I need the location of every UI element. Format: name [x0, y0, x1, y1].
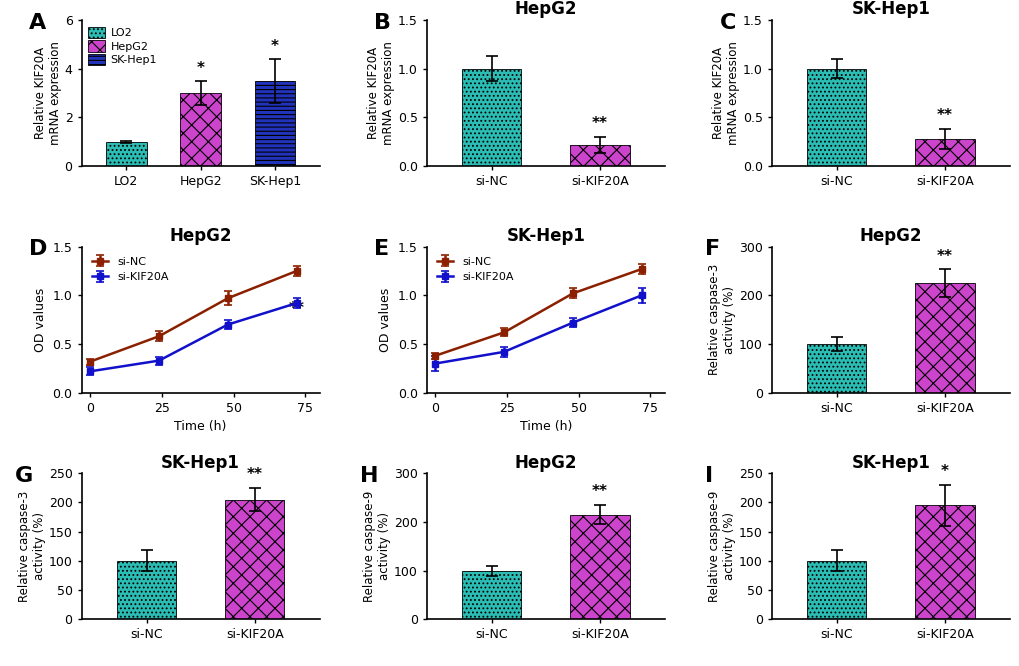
Y-axis label: Relative caspase-3
activity (%): Relative caspase-3 activity (%) [18, 491, 46, 602]
Y-axis label: OD values: OD values [379, 288, 391, 352]
Y-axis label: OD values: OD values [34, 288, 47, 352]
Title: SK-Hep1: SK-Hep1 [505, 227, 585, 245]
Title: SK-Hep1: SK-Hep1 [161, 454, 239, 472]
Text: **: ** [936, 109, 952, 123]
Text: D: D [30, 239, 48, 259]
Text: H: H [360, 466, 378, 486]
Y-axis label: Relative KIF20A
mRNA expression: Relative KIF20A mRNA expression [367, 41, 394, 145]
Text: B: B [374, 13, 391, 33]
Text: G: G [15, 466, 34, 486]
Y-axis label: Relative KIF20A
mRNA expression: Relative KIF20A mRNA expression [711, 41, 739, 145]
Text: **: ** [591, 484, 607, 499]
Legend: si-NC, si-KIF20A: si-NC, si-KIF20A [87, 252, 173, 286]
Bar [806, 561, 865, 619]
Text: C: C [718, 13, 735, 33]
Bar [116, 561, 176, 619]
Text: A: A [30, 13, 47, 33]
Title: HepG2: HepG2 [169, 227, 231, 245]
Bar [462, 571, 521, 619]
Title: SK-Hep1: SK-Hep1 [851, 454, 929, 472]
Bar [180, 93, 221, 166]
Bar [462, 69, 521, 166]
X-axis label: Time (h): Time (h) [519, 420, 572, 434]
Bar [106, 142, 147, 166]
Title: HepG2: HepG2 [514, 454, 577, 472]
Bar [806, 344, 865, 393]
Text: *: * [940, 464, 948, 479]
Text: *: * [569, 320, 577, 336]
Text: **: ** [288, 301, 305, 316]
Text: **: ** [591, 116, 607, 131]
X-axis label: Time (h): Time (h) [174, 420, 226, 434]
Bar [570, 515, 629, 619]
Legend: LO2, HepG2, SK-Hep1: LO2, HepG2, SK-Hep1 [87, 25, 158, 67]
Title: HepG2: HepG2 [514, 1, 577, 19]
Text: *: * [197, 61, 205, 76]
Legend: si-NC, si-KIF20A: si-NC, si-KIF20A [432, 252, 518, 286]
Bar [255, 81, 296, 166]
Bar [914, 283, 974, 393]
Bar [914, 139, 974, 166]
Bar [225, 500, 284, 619]
Y-axis label: Relative caspase-3
activity (%): Relative caspase-3 activity (%) [707, 264, 736, 376]
Y-axis label: Relative caspase-9
activity (%): Relative caspase-9 activity (%) [363, 491, 390, 602]
Text: *: * [223, 322, 231, 337]
Text: *: * [637, 293, 645, 308]
Text: I: I [704, 466, 712, 486]
Bar [914, 505, 974, 619]
Y-axis label: Relative caspase-9
activity (%): Relative caspase-9 activity (%) [707, 491, 736, 602]
Title: HepG2: HepG2 [859, 227, 921, 245]
Text: **: ** [936, 248, 952, 264]
Title: SK-Hep1: SK-Hep1 [851, 1, 929, 19]
Y-axis label: Relative KIF20A
mRNA expression: Relative KIF20A mRNA expression [34, 41, 62, 145]
Text: *: * [271, 39, 279, 54]
Text: F: F [704, 239, 719, 259]
Text: **: ** [247, 467, 263, 482]
Bar [570, 145, 629, 166]
Bar [806, 69, 865, 166]
Text: E: E [374, 239, 389, 259]
